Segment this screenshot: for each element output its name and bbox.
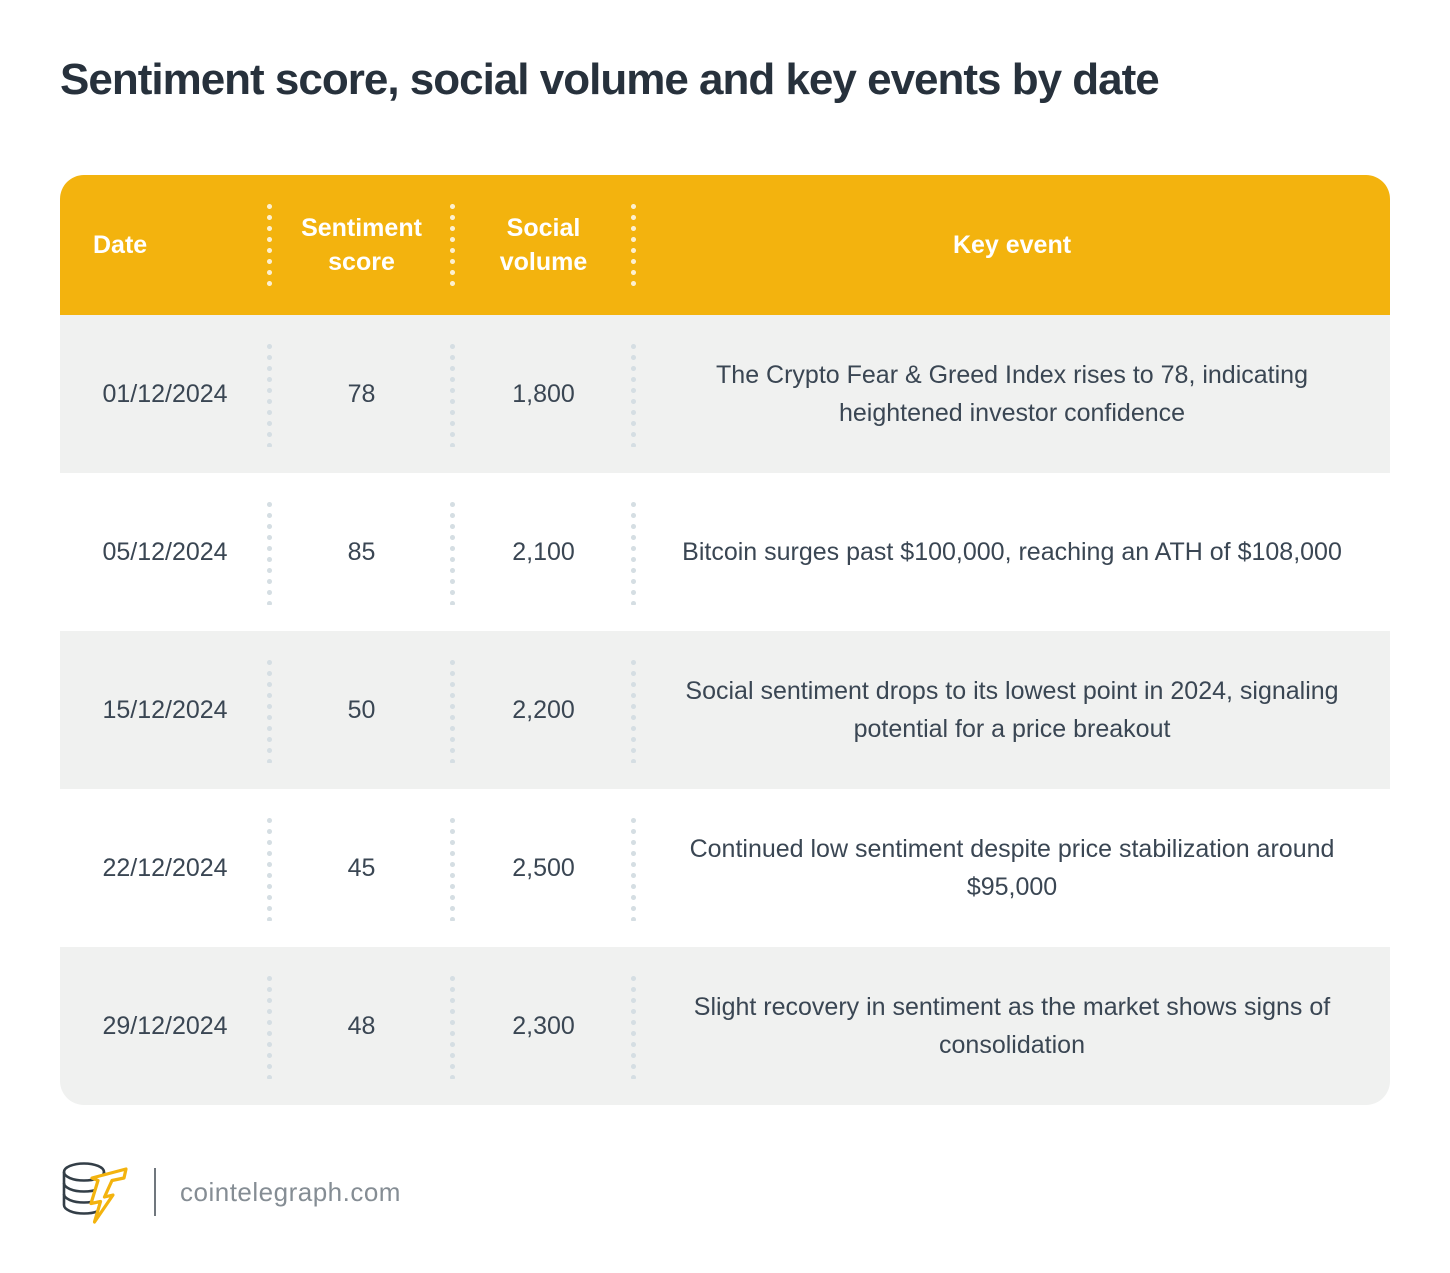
date-cell: 05/12/2024 [60,473,272,631]
social-volume-cell: 2,500 [453,789,636,947]
sentiment-score-cell: 50 [270,631,455,789]
column-header-date: Date [60,175,272,315]
key-event-cell: Social sentiment drops to its lowest poi… [685,677,1339,743]
table-row: 05/12/2024 85 2,100 Bitcoin surges past … [60,473,1390,631]
date-cell: 29/12/2024 [60,947,272,1105]
column-header-social-volume: Social volume [453,175,636,315]
sentiment-score-cell: 45 [270,789,455,947]
page-title: Sentiment score, social volume and key e… [60,55,1160,104]
footer-divider [154,1168,156,1216]
footer: cointelegraph.com [58,1158,401,1226]
column-header-sentiment-score: Sentiment score [270,175,455,315]
date-cell: 01/12/2024 [60,315,272,473]
social-volume-cell: 1,800 [453,315,636,473]
table-row: 22/12/2024 45 2,500 Continued low sentim… [60,789,1390,947]
social-volume-cell: 2,100 [453,473,636,631]
sentiment-score-cell: 78 [270,315,455,473]
table-row: 01/12/2024 78 1,800 The Crypto Fear & Gr… [60,315,1390,473]
social-volume-cell: 2,300 [453,947,636,1105]
sentiment-table: Date Sentiment score Social volume Key e… [60,175,1390,1105]
lightning-bolt-icon [89,1167,128,1224]
site-label: cointelegraph.com [180,1176,401,1207]
date-cell: 22/12/2024 [60,789,272,947]
column-header-key-event: Key event [952,231,1072,259]
social-volume-cell: 2,200 [453,631,636,789]
table-header-row: Date Sentiment score Social volume Key e… [60,175,1390,315]
key-event-cell: The Crypto Fear & Greed Index rises to 7… [716,361,1308,427]
table-row: 15/12/2024 50 2,200 Social sentiment dro… [60,631,1390,789]
cointelegraph-logo [62,1162,128,1224]
sentiment-score-cell: 48 [270,947,455,1105]
sentiment-score-cell: 85 [270,473,455,631]
key-event-cell: Bitcoin surges past $100,000, reaching a… [682,538,1342,566]
date-cell: 15/12/2024 [60,631,272,789]
key-event-cell: Slight recovery in sentiment as the mark… [693,993,1331,1059]
table-row: 29/12/2024 48 2,300 Slight recovery in s… [60,947,1390,1105]
key-event-cell: Continued low sentiment despite price st… [689,835,1335,901]
